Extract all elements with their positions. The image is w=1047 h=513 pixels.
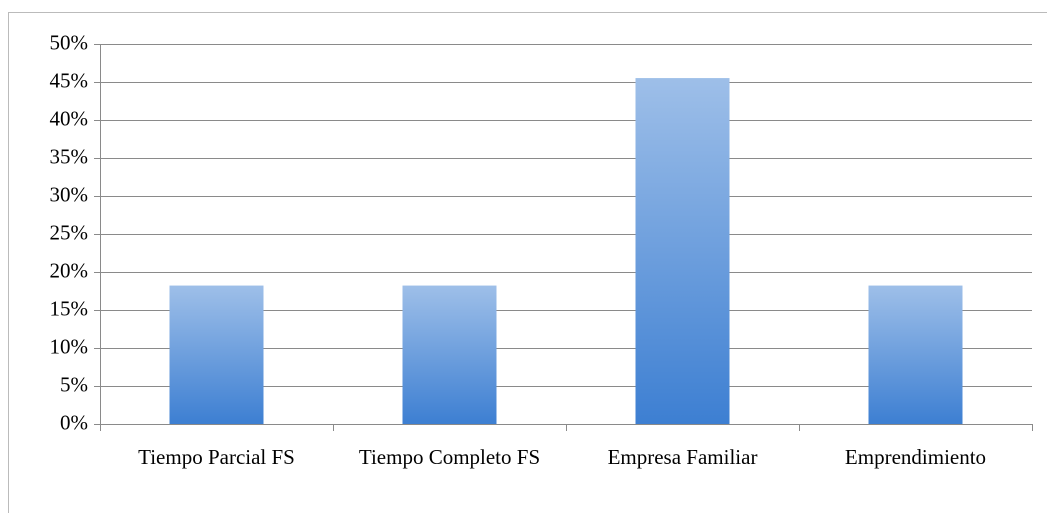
x-tick-label: Emprendimiento [844, 445, 987, 469]
bar-highlight [169, 285, 264, 424]
x-tick-label: Tiempo Parcial FS [138, 445, 295, 469]
chart-border [8, 12, 1047, 513]
y-tick-label: 5% [60, 372, 88, 396]
x-tick-label: Empresa Familiar [607, 445, 758, 469]
x-tick-label: Tiempo Completo FS [358, 445, 541, 469]
y-tick-label: 30% [50, 182, 89, 206]
y-tick-label: 15% [50, 296, 89, 320]
y-tick-label: 0% [60, 410, 88, 434]
bar-highlight [868, 285, 963, 424]
y-tick-label: 35% [50, 144, 89, 168]
y-tick-label: 25% [50, 220, 89, 244]
y-tick-label: 40% [50, 106, 89, 130]
y-tick-label: 45% [50, 68, 89, 92]
bar-highlight [402, 285, 497, 424]
y-tick-label: 50% [50, 30, 89, 54]
y-tick-label: 20% [50, 258, 89, 282]
bar-highlight [635, 78, 730, 424]
y-tick-label: 10% [50, 334, 89, 358]
